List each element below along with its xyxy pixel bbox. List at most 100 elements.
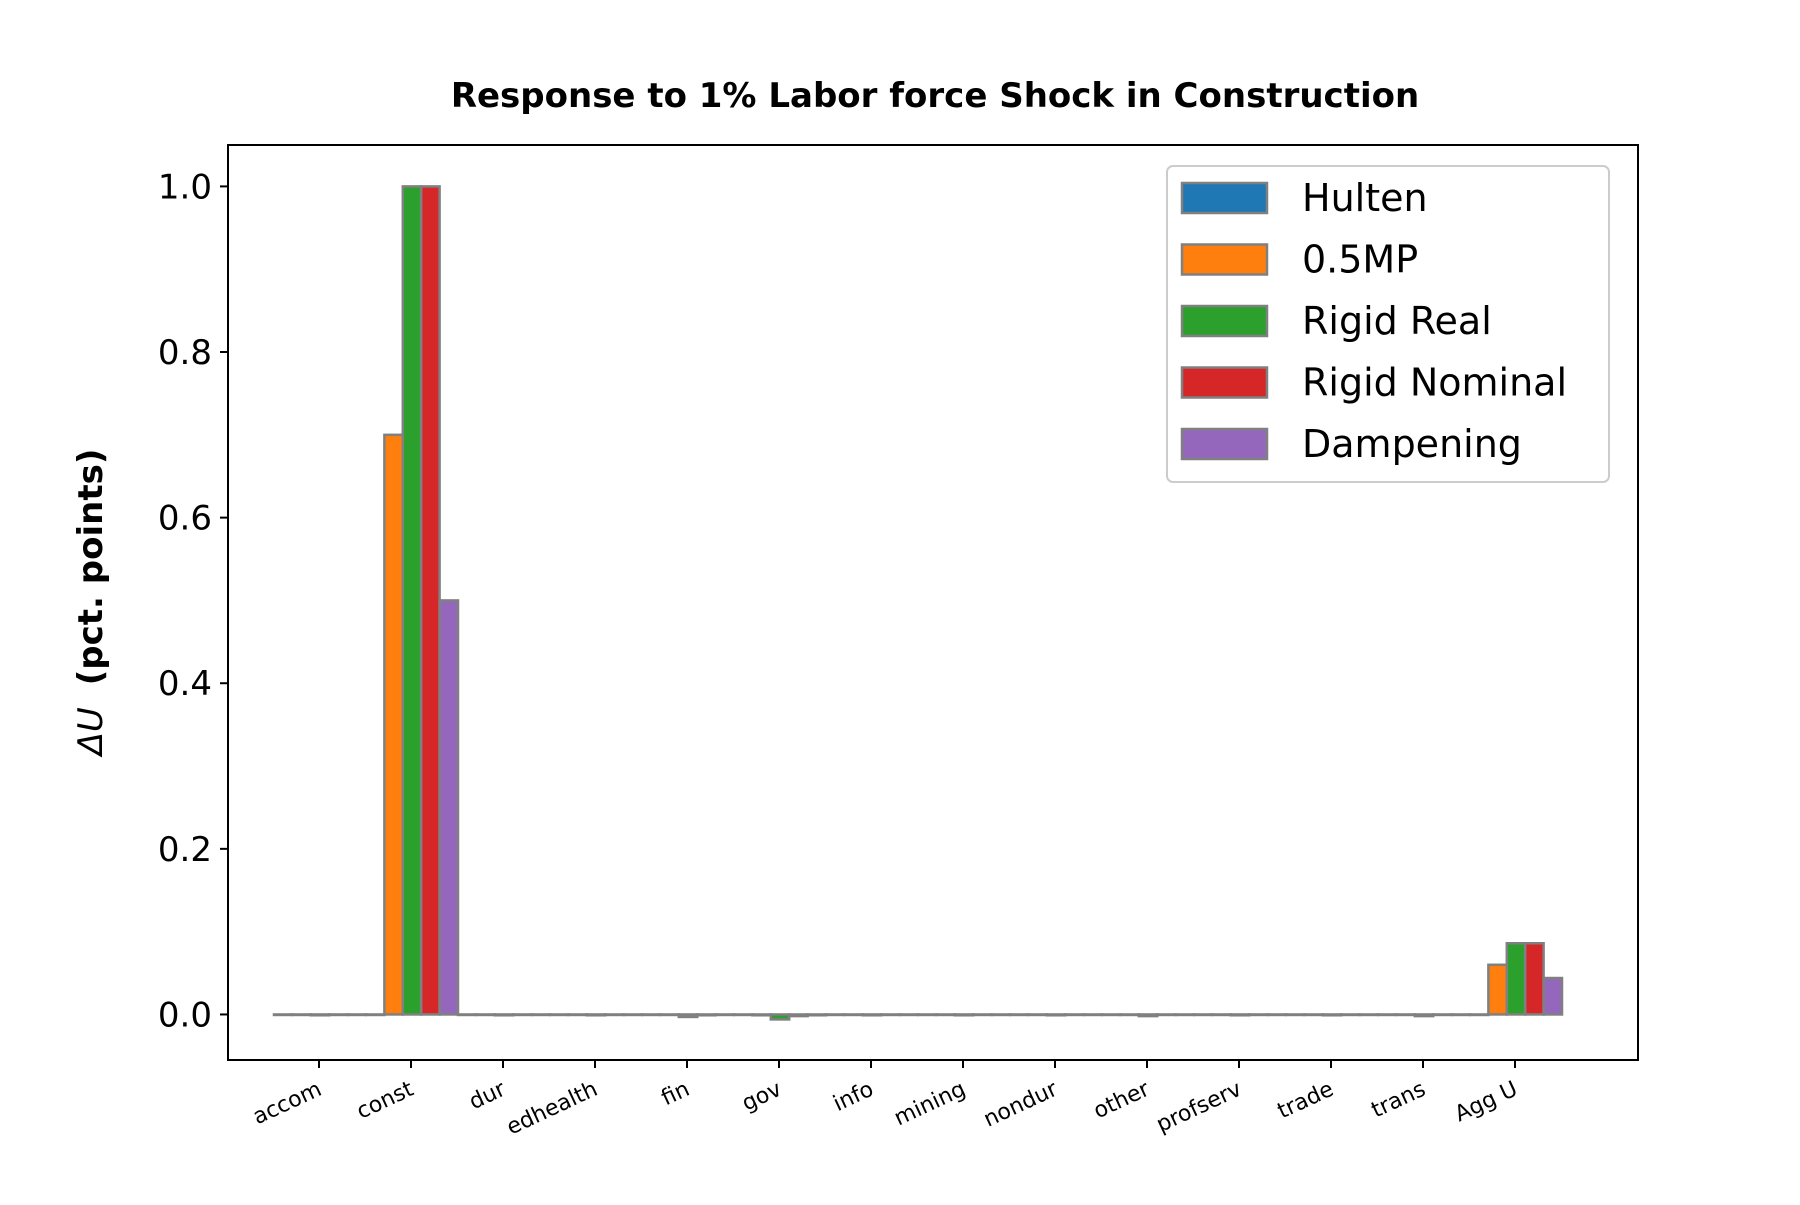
bar-hulten-gov	[732, 1013, 754, 1017]
y-tick-label: 0.6	[158, 499, 212, 539]
x-tick-label: dur	[465, 1076, 510, 1115]
bar-0-5mp-fin	[659, 1013, 681, 1017]
x-tick-label: fin	[658, 1077, 694, 1111]
bar-dampening-agg-u	[1542, 976, 1564, 1016]
bar-dampening-const	[438, 599, 460, 1016]
bar-hulten-fin	[640, 1013, 662, 1017]
bar-rigid-nominal-trade	[1339, 1013, 1361, 1017]
bar-0-5mp-trade	[1303, 1013, 1325, 1017]
x-tick-label: Agg U	[1451, 1077, 1521, 1128]
y-axis-label: ΔU (pct. points)	[71, 449, 111, 759]
bar-dampening-accom	[346, 1013, 368, 1017]
bar-hulten-other	[1100, 1013, 1122, 1017]
bar-rigid-real-dur	[493, 1013, 515, 1017]
x-tick-label: gov	[738, 1077, 785, 1117]
legend-swatch	[1180, 243, 1269, 276]
legend-swatch	[1180, 427, 1269, 461]
legend-box	[1166, 165, 1610, 483]
bar-dampening-edhealth	[622, 1013, 644, 1017]
bar-rigid-nominal-mining	[971, 1013, 993, 1017]
bar-rigid-nominal-edhealth	[603, 1013, 625, 1017]
bar-rigid-nominal-other	[1155, 1013, 1177, 1017]
bar-dampening-trade	[1358, 1013, 1380, 1017]
bar-0-5mp-const	[383, 433, 405, 1016]
bar-hulten-trans	[1376, 1013, 1398, 1017]
bar-rigid-real-nondur	[1045, 1013, 1067, 1017]
bar-dampening-nondur	[1082, 1013, 1104, 1017]
bar-rigid-real-agg-u	[1505, 941, 1527, 1016]
bar-rigid-real-accom	[309, 1013, 331, 1017]
bar-hulten-agg-u	[1468, 1013, 1490, 1017]
bar-dampening-trans	[1450, 1013, 1472, 1017]
bar-hulten-trade	[1284, 1013, 1306, 1017]
bar-0-5mp-mining	[935, 1013, 957, 1017]
bar-dampening-other	[1174, 1013, 1196, 1017]
bar-rigid-real-mining	[953, 1013, 975, 1017]
bar-dampening-gov	[806, 1013, 828, 1017]
y-axis-label-text: (pct. points)	[71, 449, 111, 686]
bar-dampening-dur	[530, 1013, 552, 1017]
bar-rigid-nominal-nondur	[1063, 1013, 1085, 1017]
bar-hulten-accom	[272, 1013, 294, 1017]
bar-dampening-fin	[714, 1013, 736, 1017]
bar-0-5mp-profserv	[1211, 1013, 1233, 1017]
bar-0-5mp-nondur	[1027, 1013, 1049, 1017]
bar-hulten-nondur	[1008, 1013, 1030, 1017]
bars-layer	[272, 185, 1564, 1021]
bar-rigid-real-other	[1137, 1013, 1159, 1018]
bar-0-5mp-trans	[1395, 1013, 1417, 1017]
bar-hulten-profserv	[1192, 1013, 1214, 1017]
y-axis: 0.0 0.2 0.4 0.6 0.8 1.0	[158, 167, 228, 1035]
bar-rigid-real-gov	[769, 1013, 791, 1021]
y-tick-label: 0.0	[158, 995, 212, 1035]
x-tick-label: info	[830, 1077, 878, 1117]
legend-swatch	[1180, 181, 1269, 215]
y-tick-label: 0.8	[158, 333, 212, 373]
chart-title: Response to 1% Labor force Shock in Cons…	[451, 76, 1419, 116]
bar-rigid-nominal-const	[419, 185, 441, 1016]
legend-label: Rigid Real	[1302, 299, 1492, 343]
bar-rigid-nominal-trans	[1431, 1013, 1453, 1017]
y-tick-label: 1.0	[158, 167, 212, 207]
bar-0-5mp-accom	[291, 1013, 313, 1017]
legend: Hulten 0.5MP Rigid Real Rigid Nominal Dampen…	[1166, 165, 1610, 483]
bar-hulten-const	[364, 1013, 386, 1017]
bar-hulten-dur	[456, 1013, 478, 1017]
legend-label: 0.5MP	[1302, 238, 1418, 282]
y-tick-label: 0.2	[158, 830, 212, 870]
bar-0-5mp-agg-u	[1487, 963, 1509, 1016]
bar-rigid-real-profserv	[1229, 1013, 1251, 1017]
bar-dampening-info	[898, 1013, 920, 1017]
bar-rigid-real-trade	[1321, 1013, 1343, 1017]
bar-rigid-nominal-gov	[787, 1013, 809, 1018]
bar-hulten-info	[824, 1013, 846, 1017]
x-tick-label: other	[1090, 1076, 1155, 1124]
legend-label: Hulten	[1302, 176, 1428, 220]
bar-rigid-nominal-dur	[511, 1013, 533, 1017]
legend-swatch	[1180, 304, 1269, 338]
x-tick-label: edhealth	[503, 1077, 602, 1141]
bar-0-5mp-dur	[475, 1013, 497, 1017]
y-axis-label-symbol: ΔU	[71, 707, 111, 758]
legend-label: Rigid Nominal	[1302, 361, 1567, 405]
bar-rigid-real-fin	[677, 1013, 699, 1019]
plot-frame	[227, 144, 1639, 1061]
legend-label: Dampening	[1302, 422, 1522, 466]
x-tick-label: trade	[1274, 1077, 1338, 1124]
bar-0-5mp-gov	[751, 1013, 773, 1017]
x-tick-label: accom	[249, 1077, 325, 1130]
bar-rigid-real-trans	[1413, 1013, 1435, 1018]
x-tick-label: nondur	[980, 1076, 1062, 1132]
y-tick-label: 0.4	[158, 664, 212, 704]
bar-rigid-real-info	[861, 1013, 883, 1017]
bar-hulten-edhealth	[548, 1013, 570, 1017]
x-tick-label: const	[353, 1077, 418, 1125]
bar-0-5mp-edhealth	[567, 1013, 589, 1017]
bar-rigid-nominal-agg-u	[1523, 941, 1545, 1016]
x-tick-label: mining	[891, 1077, 970, 1132]
bar-rigid-nominal-info	[879, 1013, 901, 1017]
bar-0-5mp-info	[843, 1013, 865, 1017]
legend-swatch	[1180, 366, 1269, 399]
